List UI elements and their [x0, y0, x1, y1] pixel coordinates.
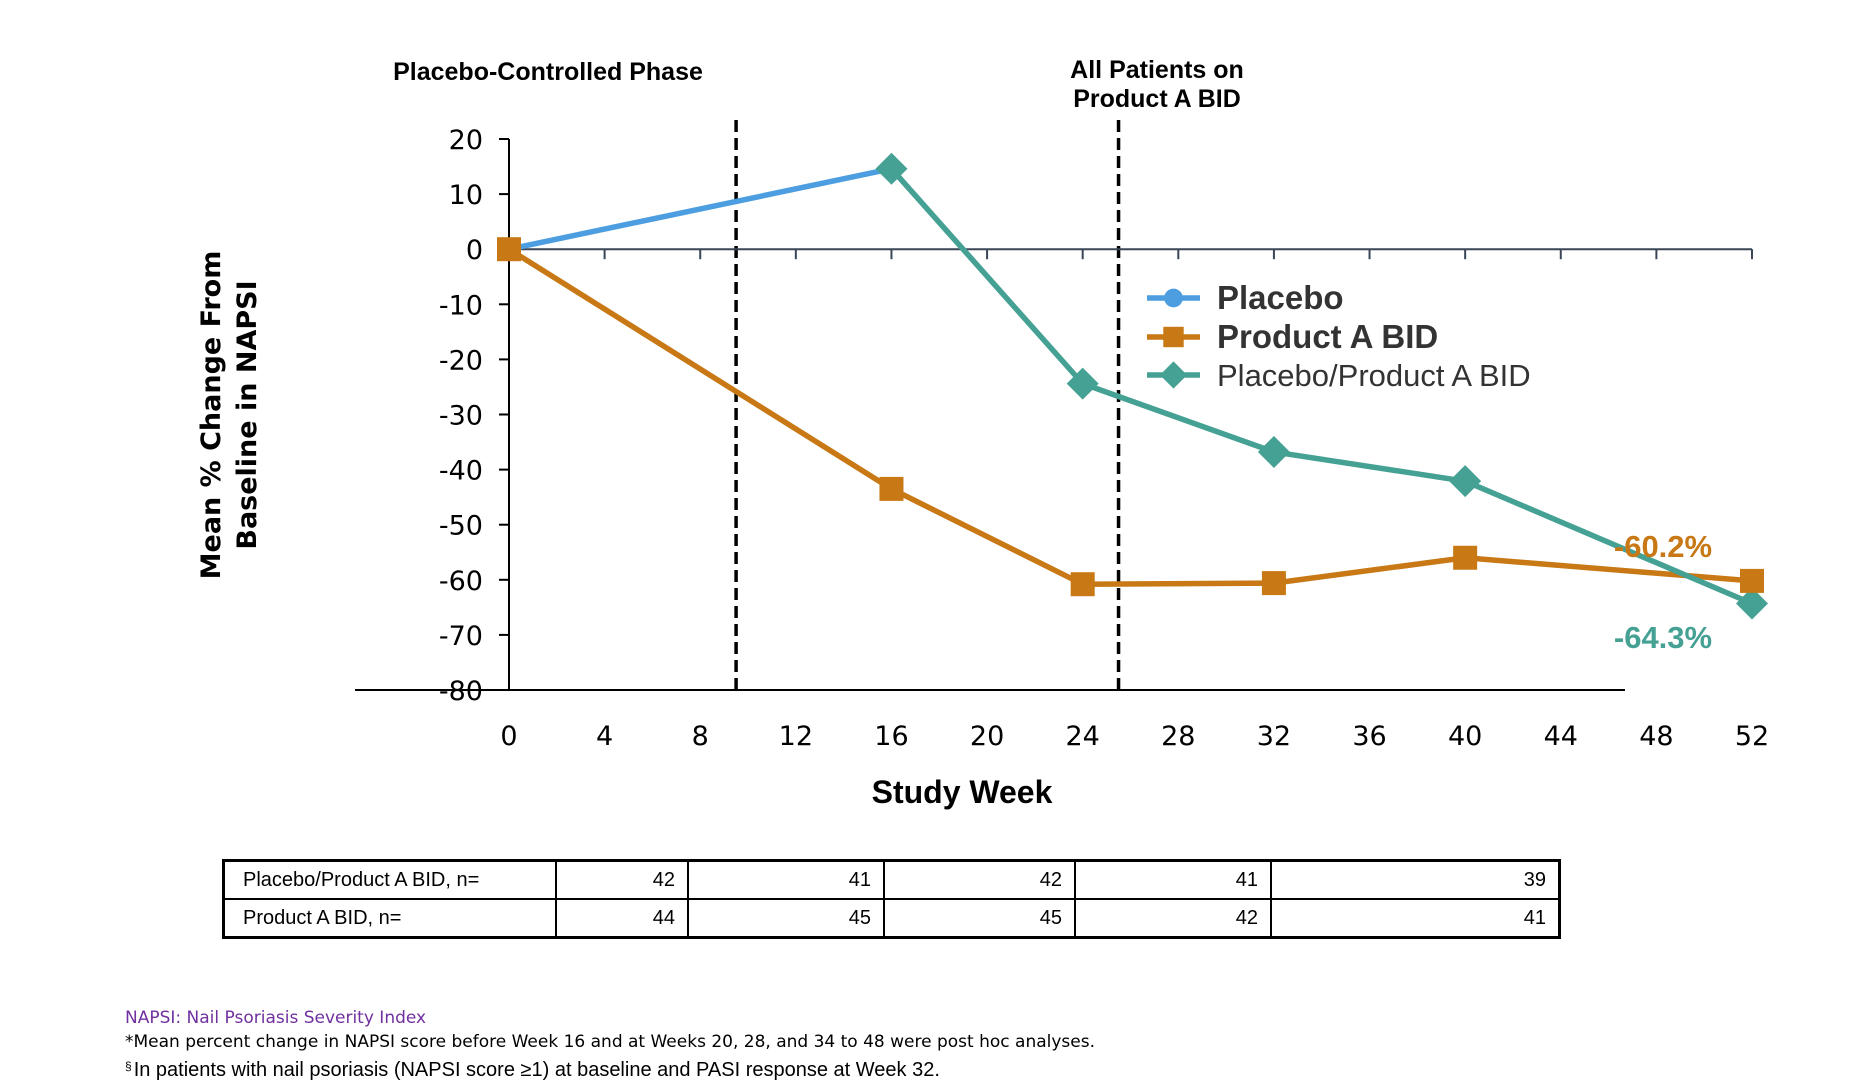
y-tick-label: -10 — [439, 290, 483, 321]
legend-marker-placebo — [1164, 288, 1183, 308]
x-tick-label: 52 — [1735, 721, 1769, 752]
footnote-population-text: In patients with nail psoriasis (NAPSI s… — [133, 1059, 940, 1081]
row-label: Product A BID, n= — [222, 898, 557, 939]
y-axis-title-line-2: Baseline in NAPSI — [232, 280, 263, 549]
section-mark: § — [125, 1059, 132, 1073]
x-tick-label: 28 — [1161, 721, 1195, 752]
table-cell: 41 — [1074, 859, 1272, 900]
data-point-product-a-bid — [1261, 571, 1286, 596]
end-value-label: -60.2% — [1614, 529, 1712, 564]
x-tick-label: 4 — [596, 721, 613, 752]
data-point-product-a-bid — [1740, 568, 1764, 593]
napsi-line-chart: Placebo-Controlled Phase All Patients onP… — [196, 56, 1769, 810]
y-tick-label: 0 — [466, 235, 483, 266]
legend-marker-product-a-bid — [1163, 326, 1184, 348]
footnotes: NAPSI: Nail Psoriasis Severity Index *Me… — [125, 1006, 1095, 1082]
table-cell: 42 — [883, 859, 1076, 900]
series-line-placebo — [508, 166, 893, 252]
data-point-placebo-product-a-bid — [1257, 435, 1290, 468]
data-point-placebo-product-a-bid — [1449, 465, 1482, 498]
phase-label-line: Product A BID — [1073, 85, 1241, 113]
table-cell: 41 — [687, 859, 885, 900]
x-tick-label: 0 — [500, 721, 517, 752]
x-tick-label: 36 — [1352, 721, 1386, 752]
table-cell: 44 — [555, 898, 689, 939]
x-tick-label: 20 — [970, 721, 1004, 752]
footnote-population: § In patients with nail psoriasis (NAPSI … — [125, 1054, 1095, 1082]
phase-labels: Placebo-Controlled Phase All Patients onP… — [393, 56, 1244, 113]
legend-label-placebo: Placebo — [1217, 279, 1344, 316]
x-tick-label: 12 — [779, 721, 813, 752]
x-axis-ticks: 0 4 8 12 16 20 24 28 32 36 40 44 48 52 — [500, 249, 1769, 752]
table-cell: 42 — [555, 859, 689, 900]
y-tick-label: -50 — [439, 511, 483, 542]
y-tick-label: -60 — [439, 566, 483, 597]
data-point-placebo-product-a-bid — [875, 152, 908, 185]
table-cell: 45 — [883, 898, 1076, 939]
y-tick-label: 10 — [449, 180, 483, 211]
row-label: Placebo/Product A BID, n= — [222, 859, 557, 900]
y-axis-title-line-1: Mean % Change From — [196, 251, 227, 580]
legend-marker-placebo-product-a-bid — [1159, 361, 1188, 389]
y-tick-label: -40 — [439, 456, 483, 487]
y-tick-label: -80 — [439, 676, 483, 707]
end-value-label: -64.3% — [1614, 620, 1712, 655]
x-tick-label: 40 — [1448, 721, 1482, 752]
y-tick-label: -30 — [439, 401, 483, 432]
y-tick-label: -70 — [439, 621, 483, 652]
y-tick-label: -20 — [439, 345, 483, 376]
footnote-abbreviation: NAPSI: Nail Psoriasis Severity Index — [125, 1008, 427, 1028]
axes — [355, 139, 1752, 691]
phase-label-line: All Patients on — [1070, 56, 1244, 84]
table-cell: 42 — [1074, 898, 1272, 939]
table-row: Placebo/Product A BID, n= 42 41 42 41 39 — [222, 859, 1561, 900]
legend-label-placebo-product-a-bid: Placebo/Product A BID — [1217, 358, 1531, 393]
patient-count-table: Placebo/Product A BID, n= 42 41 42 41 39… — [222, 859, 1561, 939]
x-tick-label: 44 — [1544, 721, 1578, 752]
y-axis-ticks: 20 10 0 -10 -20 -30 -40 -50 -60 -70 -80 — [439, 125, 509, 707]
table-cell: 41 — [1270, 898, 1561, 939]
data-point-product-a-bid — [497, 237, 521, 262]
x-tick-label: 16 — [874, 721, 908, 752]
end-annotations: -60.2% -64.3% — [1614, 529, 1712, 655]
x-tick-label: 48 — [1639, 721, 1673, 752]
table-row: Product A BID, n= 44 45 45 42 41 — [222, 898, 1561, 939]
phase-label-line: Placebo-Controlled Phase — [393, 58, 703, 86]
data-point-product-a-bid — [879, 476, 904, 501]
data-point-placebo-product-a-bid — [1736, 587, 1768, 620]
table-cell: 45 — [687, 898, 885, 939]
data-point-placebo-product-a-bid — [1066, 367, 1099, 400]
series-group — [497, 152, 1768, 620]
y-tick-label: 20 — [449, 125, 483, 156]
series-line-product-a-bid — [507, 246, 1753, 587]
data-point-product-a-bid — [1070, 572, 1095, 597]
x-tick-label: 32 — [1257, 721, 1291, 752]
phase-dividers — [734, 120, 1121, 690]
footnote-post-hoc: *Mean percent change in NAPSI score befo… — [125, 1032, 1095, 1052]
x-tick-label: 8 — [692, 721, 709, 752]
legend-label-product-a-bid: Product A BID — [1217, 318, 1438, 355]
data-point-product-a-bid — [1453, 545, 1478, 570]
x-axis-title: Study Week — [872, 774, 1053, 810]
table-cell: 39 — [1270, 859, 1561, 900]
x-tick-label: 24 — [1066, 721, 1100, 752]
